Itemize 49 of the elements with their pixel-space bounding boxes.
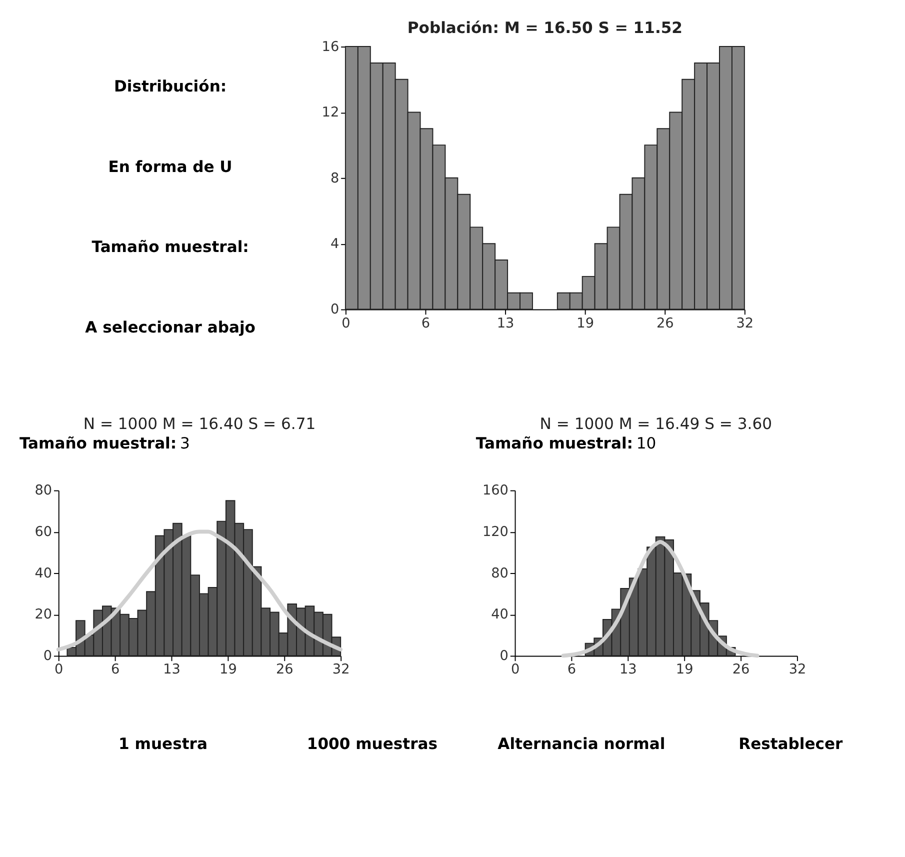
y-tick-label: 60 xyxy=(34,524,52,540)
y-tick-label: 80 xyxy=(491,565,508,582)
y-tick-label: 80 xyxy=(34,482,52,499)
x-tick-label: 19 xyxy=(220,662,237,678)
x-tick-label: 32 xyxy=(736,315,754,332)
y-tick-label: 8 xyxy=(330,170,340,186)
x-tick-label: 0 xyxy=(54,662,64,678)
y-tick-label: 160 xyxy=(482,482,508,499)
x-tick-label: 13 xyxy=(619,662,637,678)
text: Tamaño muestral: xyxy=(19,434,177,452)
text: A seleccionar abajo xyxy=(85,318,256,336)
text: En forma de U xyxy=(108,158,232,176)
y-tick-label: 12 xyxy=(322,104,340,121)
y-tick-label: 120 xyxy=(482,524,508,540)
text: Restablecer xyxy=(738,735,844,754)
x-tick-label: 26 xyxy=(276,662,294,678)
line-series xyxy=(561,540,760,658)
x-tick-label: 6 xyxy=(567,662,576,678)
x-tick-label: 6 xyxy=(421,315,430,332)
x-tick-label: 6 xyxy=(110,662,120,678)
x-tick-label: 32 xyxy=(332,662,350,678)
x-tick-label: 13 xyxy=(163,662,180,678)
text: 1000 muestras xyxy=(306,735,438,754)
x-tick-label: 13 xyxy=(496,315,514,332)
text: Distribución: xyxy=(114,78,227,96)
y-tick-label: 0 xyxy=(43,648,52,664)
y-tick-label: 0 xyxy=(500,648,508,664)
y-tick-label: 40 xyxy=(34,565,52,582)
x-tick-label: 26 xyxy=(656,315,674,332)
text: 10 xyxy=(636,434,656,452)
chart-title: Población: M = 16.50 S = 11.52 xyxy=(407,18,682,37)
x-tick-label: 26 xyxy=(732,662,750,678)
x-tick-label: 32 xyxy=(788,662,806,678)
y-tick-label: 20 xyxy=(34,606,52,623)
y-tick-label: 16 xyxy=(322,38,340,55)
chart-title: N = 1000 M = 16.49 S = 3.60 xyxy=(540,414,772,433)
text: Tamaño muestral: xyxy=(92,238,249,256)
y-tick-label: 0 xyxy=(330,302,340,318)
text: Alternancia normal xyxy=(498,735,666,754)
x-tick-label: 0 xyxy=(342,315,350,332)
text: 1 muestra xyxy=(118,735,208,754)
x-tick-label: 19 xyxy=(576,315,594,332)
chart-title: N = 1000 M = 16.40 S = 6.71 xyxy=(83,414,316,433)
y-tick-label: 40 xyxy=(491,606,508,623)
text: Tamaño muestral: xyxy=(476,434,634,452)
x-tick-label: 19 xyxy=(676,662,694,678)
text: 3 xyxy=(180,434,190,452)
y-tick-label: 4 xyxy=(330,236,340,252)
x-tick-label: 0 xyxy=(510,662,520,678)
